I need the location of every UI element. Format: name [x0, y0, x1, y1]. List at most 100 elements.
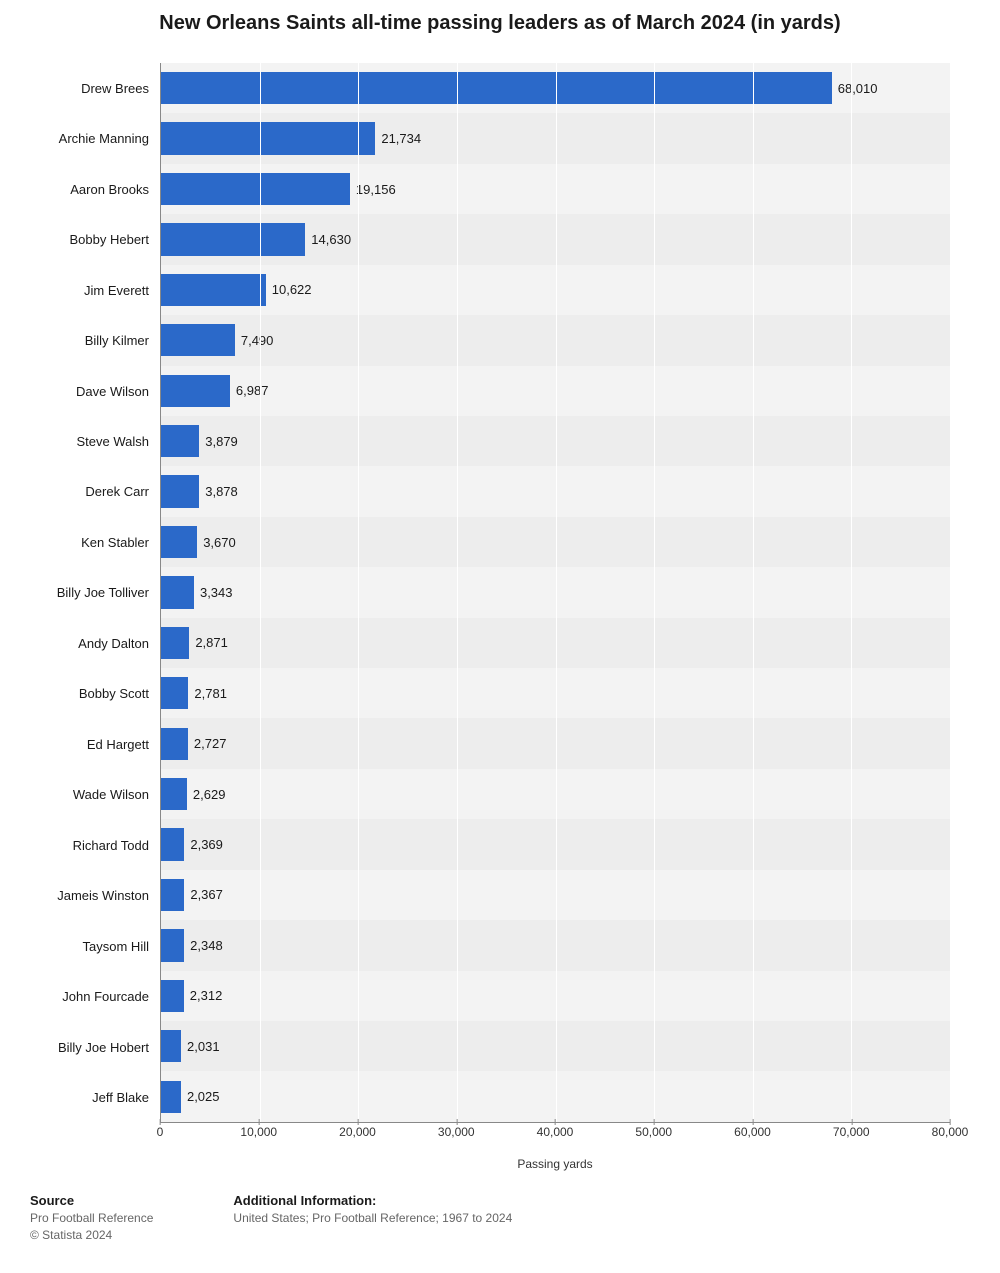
x-tick-mark [752, 1119, 753, 1125]
bar [161, 1081, 181, 1113]
x-tick: 20,000 [339, 1125, 376, 1139]
bar-wrap: 3,343 [161, 576, 950, 608]
x-tick: 80,000 [932, 1125, 969, 1139]
y-axis-label: Jameis Winston [30, 871, 155, 921]
bar-row: 10,622 [161, 265, 950, 315]
bar-row: 2,348 [161, 920, 950, 970]
bar-wrap: 2,781 [161, 677, 950, 709]
x-tick-mark [357, 1119, 358, 1125]
bar-value-label: 2,727 [194, 736, 227, 751]
source-text: Pro Football Reference [30, 1210, 153, 1227]
bar-row: 2,629 [161, 769, 950, 819]
bar [161, 324, 235, 356]
bar-value-label: 2,367 [190, 887, 223, 902]
y-axis-label: Billy Kilmer [30, 315, 155, 365]
x-tick: 0 [157, 1125, 164, 1139]
bar-row: 7,490 [161, 315, 950, 365]
bar-rows: 68,010 21,734 19,156 14,630 10,622 7,490 6,987… [161, 63, 950, 1122]
y-axis-label: Taysom Hill [30, 921, 155, 971]
bar-value-label: 2,025 [187, 1089, 220, 1104]
bar [161, 728, 188, 760]
y-axis-label: Billy Joe Hobert [30, 1022, 155, 1072]
bar-wrap: 2,871 [161, 627, 950, 659]
x-tick: 70,000 [833, 1125, 870, 1139]
bar-row: 2,367 [161, 870, 950, 920]
bar-row: 3,879 [161, 416, 950, 466]
bar-row: 6,987 [161, 366, 950, 416]
bar-wrap: 10,622 [161, 274, 950, 306]
x-tick-mark [555, 1119, 556, 1125]
bar [161, 879, 184, 911]
bar-wrap: 7,490 [161, 324, 950, 356]
y-axis-label: Bobby Scott [30, 669, 155, 719]
bar-wrap: 3,878 [161, 475, 950, 507]
bar-value-label: 2,031 [187, 1039, 220, 1054]
bar-row: 2,031 [161, 1021, 950, 1071]
x-tick-mark [950, 1119, 951, 1125]
bar-row: 3,878 [161, 466, 950, 516]
bar-wrap: 2,031 [161, 1030, 950, 1062]
bar-value-label: 2,871 [195, 635, 228, 650]
bar [161, 223, 305, 255]
bar-wrap: 2,369 [161, 828, 950, 860]
x-axis-title: Passing yards [160, 1157, 950, 1171]
y-axis-label: Jeff Blake [30, 1072, 155, 1122]
x-tick-mark [654, 1119, 655, 1125]
y-axis-label: Bobby Hebert [30, 214, 155, 264]
bar [161, 122, 375, 154]
source-block: Source Pro Football Reference © Statista… [30, 1193, 153, 1244]
bar-wrap: 21,734 [161, 122, 950, 154]
bar [161, 576, 194, 608]
bar [161, 929, 184, 961]
chart-area: Drew BreesArchie ManningAaron BrooksBobb… [30, 53, 970, 1183]
bar-value-label: 7,490 [241, 333, 274, 348]
bar-wrap: 3,879 [161, 425, 950, 457]
y-axis-label: John Fourcade [30, 971, 155, 1021]
additional-info-block: Additional Information: United States; P… [233, 1193, 512, 1244]
bar-wrap: 2,312 [161, 980, 950, 1012]
bar [161, 274, 266, 306]
bar-value-label: 19,156 [356, 182, 396, 197]
y-axis-label: Steve Walsh [30, 416, 155, 466]
x-tick-mark [456, 1119, 457, 1125]
bar-wrap: 14,630 [161, 223, 950, 255]
bar-value-label: 68,010 [838, 81, 878, 96]
bar-row: 2,781 [161, 668, 950, 718]
bar-wrap: 6,987 [161, 375, 950, 407]
x-tick: 10,000 [240, 1125, 277, 1139]
bar-wrap: 19,156 [161, 173, 950, 205]
y-axis-label: Ed Hargett [30, 719, 155, 769]
bar-wrap: 2,025 [161, 1081, 950, 1113]
bar-value-label: 14,630 [311, 232, 351, 247]
bar-row: 2,727 [161, 718, 950, 768]
bar-value-label: 2,781 [194, 686, 227, 701]
y-axis-label: Archie Manning [30, 113, 155, 163]
copyright-text: © Statista 2024 [30, 1227, 153, 1244]
x-tick-mark [259, 1119, 260, 1125]
chart-title: New Orleans Saints all-time passing lead… [0, 0, 1000, 43]
source-heading: Source [30, 1193, 153, 1208]
bar-value-label: 2,348 [190, 938, 223, 953]
bar-value-label: 2,312 [190, 988, 223, 1003]
x-tick-mark [160, 1119, 161, 1125]
bar-row: 19,156 [161, 164, 950, 214]
bar-wrap: 2,348 [161, 929, 950, 961]
bar [161, 1030, 181, 1062]
bar-wrap: 3,670 [161, 526, 950, 558]
bar-value-label: 6,987 [236, 383, 269, 398]
bar-value-label: 3,670 [203, 535, 236, 550]
bar-wrap: 68,010 [161, 72, 950, 104]
y-axis-label: Wade Wilson [30, 770, 155, 820]
x-axis: 010,00020,00030,00040,00050,00060,00070,… [160, 1125, 950, 1145]
gridline [950, 63, 951, 1122]
bar [161, 475, 199, 507]
y-axis-label: Drew Brees [30, 63, 155, 113]
chart-container: New Orleans Saints all-time passing lead… [0, 0, 1000, 1264]
bar [161, 72, 832, 104]
bar-value-label: 10,622 [272, 282, 312, 297]
additional-heading: Additional Information: [233, 1193, 512, 1208]
bar [161, 627, 189, 659]
y-axis-labels: Drew BreesArchie ManningAaron BrooksBobb… [30, 63, 155, 1123]
x-tick: 60,000 [734, 1125, 771, 1139]
y-axis-label: Derek Carr [30, 467, 155, 517]
